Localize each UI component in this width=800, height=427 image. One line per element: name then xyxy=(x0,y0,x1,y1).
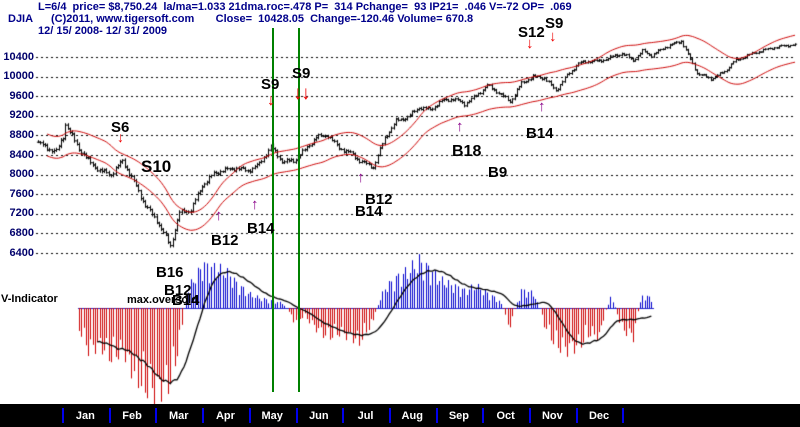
sell-signal-label: S9 xyxy=(545,15,564,32)
buy-arrow-icon: ↑ xyxy=(456,118,464,135)
buy-arrow-icon: ↑ xyxy=(357,169,365,186)
buy-signal-label: B18 xyxy=(452,143,482,160)
month-tick xyxy=(155,408,158,423)
month-label: Jul xyxy=(357,410,374,422)
header-date-range: 12/ 15/ 2008- 12/ 31/ 2009 xyxy=(38,25,168,37)
buy-signal-label: B14 xyxy=(355,203,383,220)
buy-signal-label: B9 xyxy=(488,164,508,181)
y-axis-tick-label: 8000 xyxy=(9,168,34,181)
sell-signal-label: S6 xyxy=(111,119,130,136)
month-tick xyxy=(575,408,578,423)
sell-signal-label: S9 xyxy=(261,76,280,93)
header-stats-line: L=6/4 price= $8,750.24 la/ma=1.033 21dma… xyxy=(38,1,572,13)
y-axis-tick-label: 10400 xyxy=(3,50,34,63)
buy-arrow-icon: ↑ xyxy=(251,196,259,213)
month-tick xyxy=(295,408,298,423)
month-label: Dec xyxy=(588,410,610,422)
sell-arrow-icon: ↓ xyxy=(117,129,124,145)
header-title-line: DJIA (C)2011, www.tigersoft.com Close= 1… xyxy=(8,13,474,25)
month-label: Sep xyxy=(448,410,470,422)
y-axis-tick-label: 7200 xyxy=(9,207,34,220)
month-tick xyxy=(108,408,111,423)
y-axis-tick-label: 9600 xyxy=(9,89,34,102)
month-label: Jun xyxy=(309,410,329,422)
month-label: Feb xyxy=(122,410,142,422)
y-axis-tick-label: 9200 xyxy=(9,109,34,122)
month-label: May xyxy=(261,410,283,422)
buy-signal-label: B14 xyxy=(172,292,200,309)
sell-signal-label: S10 xyxy=(141,157,172,176)
month-label: Jan xyxy=(75,410,95,422)
sell-arrow-icon: ↓ xyxy=(267,92,275,109)
month-label: Nov xyxy=(541,410,563,422)
buy-arrow-icon: ↑ xyxy=(215,207,223,224)
sell-signal-label: S12 xyxy=(518,24,545,41)
month-tick xyxy=(529,408,531,423)
month-tick xyxy=(342,408,345,423)
month-tick xyxy=(482,408,485,423)
sell-arrow-icon: ↓ xyxy=(549,28,557,45)
buy-signal-label: B12 xyxy=(164,282,192,299)
sell-arrow-icon: ↓ xyxy=(526,35,534,52)
y-axis-tick-label: 8800 xyxy=(9,128,34,141)
y-axis-tick-label: 7600 xyxy=(9,187,34,200)
month-tick xyxy=(248,408,251,423)
month-tick xyxy=(62,408,64,423)
month-label: Oct xyxy=(496,410,515,422)
sell-arrow-icon: ↓ xyxy=(301,83,311,104)
max-oversold-label: max.oversold xyxy=(127,294,198,306)
month-tick xyxy=(622,408,625,423)
month-tick xyxy=(388,408,391,423)
buy-arrow-icon: ↑ xyxy=(538,98,546,115)
y-axis-tick-label: 6400 xyxy=(9,246,34,259)
buy-signal-label: B12 xyxy=(211,232,239,249)
y-axis-tick-label: 10000 xyxy=(3,70,34,83)
month-tick xyxy=(435,408,438,423)
vertical-marker-line xyxy=(272,28,274,392)
month-label: Aug xyxy=(401,410,423,422)
buy-signal-label: B14 xyxy=(526,125,554,142)
y-axis-tick-label: 8400 xyxy=(9,148,34,161)
month-tick xyxy=(202,408,205,423)
month-label: Apr xyxy=(215,410,235,422)
sell-signal-label: S9 xyxy=(292,65,311,82)
buy-signal-label: B12 xyxy=(365,191,393,208)
vertical-marker-line xyxy=(298,28,300,392)
y-axis-tick-label: 6800 xyxy=(9,226,34,239)
buy-signal-label: B14 xyxy=(247,220,275,237)
month-axis: Jan Feb Mar Apr May Jun Jul Aug Sep Oct Nov Dec xyxy=(0,404,800,427)
month-label: Mar xyxy=(168,410,189,422)
v-indicator-label: V-Indicator xyxy=(1,293,58,305)
sell-arrow-icon: ↓ xyxy=(293,83,303,104)
buy-signal-label: B16 xyxy=(156,264,184,281)
